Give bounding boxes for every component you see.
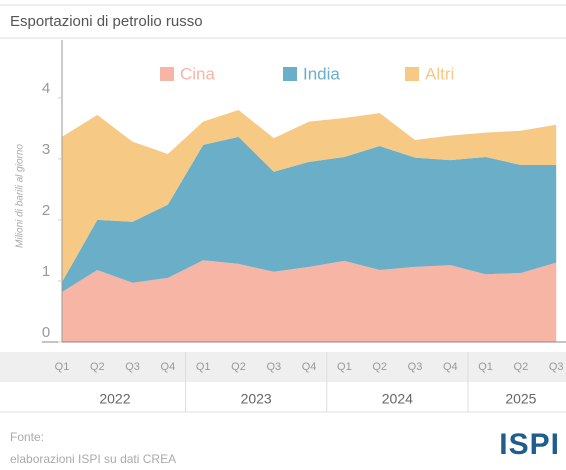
- x-tick-label: Q2: [90, 361, 105, 373]
- y-tick-label: 4: [42, 80, 50, 97]
- x-tick-label: Q1: [337, 361, 352, 373]
- x-tick-label: Q2: [231, 361, 246, 373]
- quarter-band: [0, 352, 566, 382]
- area: [62, 136, 557, 292]
- chart-title: Esportazioni di petrolio russo: [10, 13, 203, 30]
- y-axis-label: Milioni di barili al giorno: [15, 144, 26, 248]
- y-tick-label: 2: [42, 202, 50, 219]
- area: [62, 260, 557, 342]
- x-tick-label: Q2: [372, 361, 387, 373]
- source-label: Fonte:: [10, 430, 44, 444]
- x-tick-label: Q1: [55, 361, 70, 373]
- x-tick-label: Q3: [408, 361, 423, 373]
- x-tick-label: Q1: [196, 361, 211, 373]
- legend-label: Cina: [180, 64, 216, 83]
- x-tick-label: Q3: [125, 361, 140, 373]
- logo: ISPI: [499, 428, 560, 461]
- legend-swatch: [405, 67, 419, 81]
- x-tick-label: Q3: [549, 361, 564, 373]
- year-label: 2023: [241, 391, 272, 407]
- x-tick-label: Q2: [514, 361, 529, 373]
- legend-swatch: [283, 67, 297, 81]
- legend-swatch: [160, 67, 174, 81]
- y-tick-label: 0: [42, 324, 50, 341]
- year-label: 2024: [382, 391, 413, 407]
- y-tick-label: 1: [42, 263, 50, 280]
- year-label: 2022: [99, 391, 130, 407]
- x-tick-label: Q3: [266, 361, 281, 373]
- y-tick-label: 3: [42, 141, 50, 158]
- x-tick-label: Q4: [443, 361, 458, 373]
- year-label: 2025: [505, 391, 536, 407]
- area: [62, 110, 557, 283]
- source: elaborazioni ISPI su dati CREA: [10, 452, 176, 466]
- legend-label: India: [303, 64, 340, 83]
- x-tick-label: Q1: [478, 361, 493, 373]
- legend-label: Altri: [425, 64, 454, 83]
- x-tick-label: Q4: [302, 361, 317, 373]
- x-tick-label: Q4: [161, 361, 176, 373]
